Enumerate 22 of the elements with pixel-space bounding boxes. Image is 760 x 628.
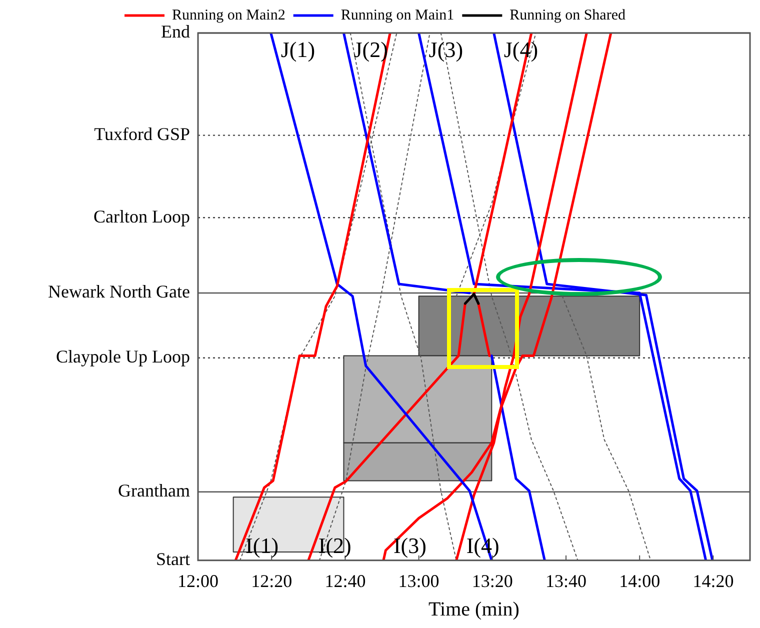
ref-line-label: Carlton Loop (94, 206, 190, 226)
annotation: J(3) (428, 36, 464, 62)
x-tick-label: 14:00 (619, 570, 660, 591)
legend-label: Running on Shared (510, 7, 626, 24)
x-tick-label: 13:40 (546, 570, 587, 591)
legend-label: Running on Main2 (172, 7, 286, 24)
legend-label: Running on Main1 (340, 7, 454, 24)
ref-line-label: Claypole Up Loop (56, 346, 190, 367)
x-tick-label: 12:40 (324, 570, 366, 591)
ref-line-label: Start (156, 549, 190, 570)
ref-line-label: Grantham (118, 480, 190, 501)
annotation: I(3) (393, 533, 426, 558)
x-tick-label: 13:20 (472, 570, 513, 591)
x-tick-label: 12:20 (251, 570, 292, 591)
ref-line-label: Newark North Gate (48, 282, 190, 302)
ref-line-label: Tuxford GSP (94, 124, 190, 144)
ref-line-label: End (161, 22, 190, 42)
x-axis-title: Time (min) (428, 598, 520, 620)
annotation: J(1) (280, 36, 316, 62)
x-tick-label: 12:00 (177, 570, 219, 591)
x-tick-label: 14:20 (692, 570, 734, 591)
x-tick-label: 13:00 (398, 570, 440, 591)
